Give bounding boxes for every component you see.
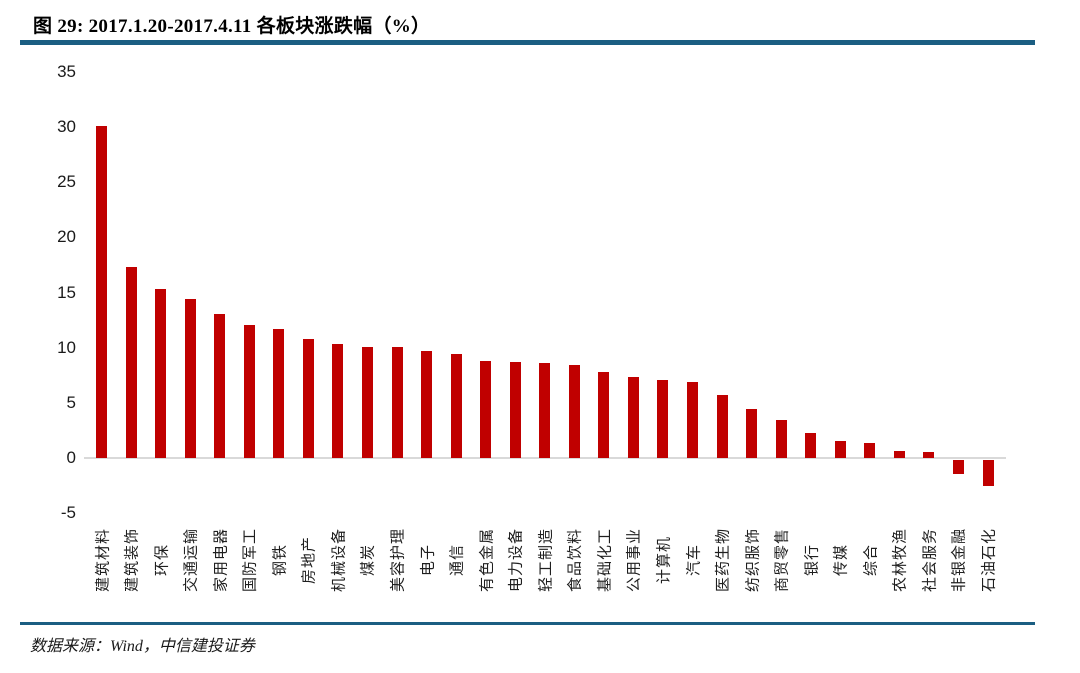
bar <box>834 441 846 458</box>
y-tick-label: 25 <box>57 172 76 192</box>
y-tick-label: 0 <box>66 448 76 467</box>
y-tick-label: 30 <box>57 117 76 137</box>
footer-rule <box>20 622 1035 625</box>
x-category-label: 机械设备 <box>330 527 348 593</box>
x-category-label: 石油石化 <box>980 527 998 593</box>
y-tick-label: 10 <box>57 337 76 357</box>
source-note: 数据来源：Wind，中信建投证券 <box>30 638 255 655</box>
x-category-label: 有色金属 <box>478 527 496 593</box>
x-category-label: 计算机 <box>655 535 673 585</box>
y-tick-label: 15 <box>57 282 76 302</box>
x-category-label: 社会服务 <box>921 527 939 593</box>
x-category-label: 电力设备 <box>507 527 525 593</box>
bar <box>805 432 817 458</box>
x-category-label: 通信 <box>448 543 466 577</box>
x-category-label: 建筑装饰 <box>123 527 141 593</box>
bar <box>775 420 787 458</box>
bar <box>273 328 285 458</box>
x-category-label: 轻工制造 <box>537 527 555 593</box>
y-tick-label: 35 <box>57 61 76 81</box>
bar <box>598 371 610 458</box>
bar <box>923 452 935 458</box>
x-category-label: 食品饮料 <box>566 527 584 593</box>
bar <box>450 354 462 458</box>
x-category-label: 交通运输 <box>182 527 200 593</box>
bar <box>96 125 107 458</box>
x-category-label: 家用电器 <box>212 527 230 593</box>
y-tick-label: 5 <box>66 392 76 412</box>
bar <box>184 299 196 458</box>
x-category-label: 医药生物 <box>714 527 732 593</box>
bar <box>361 346 373 458</box>
x-category-label: 美容护理 <box>389 527 407 593</box>
bar <box>952 460 964 475</box>
x-category-label: 房地产 <box>300 535 318 585</box>
y-tick-label: -5 <box>60 503 76 523</box>
x-axis-line <box>84 457 1006 459</box>
figure-title: 图 29: 2017.1.20-2017.4.11 各板块涨跌幅（%） <box>33 16 431 37</box>
bar <box>539 363 551 458</box>
bar <box>214 313 226 458</box>
x-category-label: 传媒 <box>832 543 850 577</box>
x-category-label: 商贸零售 <box>773 527 791 593</box>
bar <box>568 365 580 458</box>
x-category-label: 纺织服饰 <box>744 527 762 593</box>
x-category-label: 钢铁 <box>271 543 289 577</box>
bar <box>421 351 433 458</box>
x-category-label: 环保 <box>153 543 171 577</box>
bar <box>391 346 403 458</box>
x-category-label: 公用事业 <box>625 527 643 593</box>
x-category-label: 国防军工 <box>241 527 259 593</box>
bar <box>687 381 698 458</box>
bar <box>627 377 639 458</box>
bar <box>480 360 492 458</box>
bar <box>243 324 255 458</box>
x-category-label: 农林牧渔 <box>891 527 909 593</box>
x-category-label: 基础化工 <box>596 527 614 593</box>
bar <box>716 395 728 458</box>
x-category-label: 综合 <box>862 543 880 577</box>
bar <box>302 338 314 458</box>
bar <box>155 289 167 458</box>
bar <box>893 451 905 458</box>
bar <box>982 460 994 487</box>
bar <box>125 267 137 458</box>
x-category-label: 银行 <box>803 543 821 577</box>
x-category-label: 汽车 <box>685 543 702 577</box>
bar <box>657 379 669 458</box>
x-category-label: 非银金融 <box>950 527 968 593</box>
x-category-label: 建筑材料 <box>94 527 111 593</box>
x-category-label: 煤炭 <box>359 543 377 577</box>
title-rule <box>20 40 1035 45</box>
bar <box>509 362 521 458</box>
bar <box>864 442 876 458</box>
bar <box>746 409 758 458</box>
bar <box>332 344 344 458</box>
x-category-label: 电子 <box>419 543 437 577</box>
y-tick-label: 20 <box>57 227 76 247</box>
